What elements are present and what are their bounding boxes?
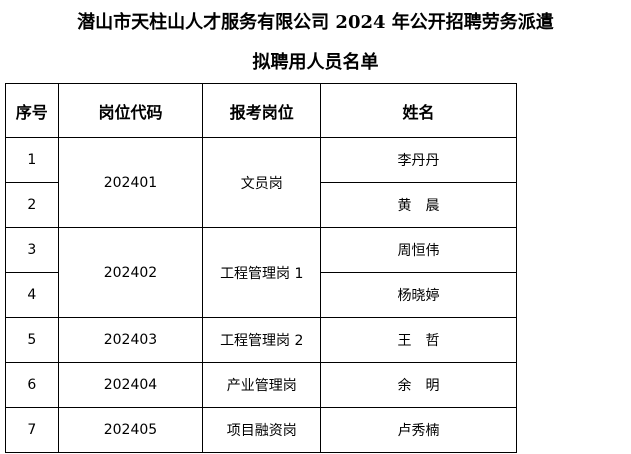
person-name: 李丹丹 [320, 137, 517, 183]
person-name: 卢秀楠 [320, 407, 517, 453]
table-row: 1 202401 文员岗 李丹丹 [5, 137, 517, 228]
position-name: 工程管理岗 1 [202, 227, 322, 318]
header-position: 报考岗位 [202, 83, 322, 138]
row-number: 7 [5, 407, 59, 453]
header-number: 序号 [5, 83, 59, 138]
row-number: 2 [5, 182, 59, 228]
position-name: 工程管理岗 2 [202, 317, 322, 363]
position-code: 202401 [57, 137, 204, 228]
document-title-line-1: 潜山市天柱山人才服务有限公司 2024 年公开招聘劳务派遣 [77, 12, 554, 33]
document-title-line-2: 拟聘用人员名单 [252, 52, 379, 73]
position-code: 202403 [57, 317, 204, 363]
position-code: 202402 [57, 227, 204, 318]
position-name: 项目融资岗 [202, 407, 322, 453]
person-name: 余 明 [320, 362, 517, 408]
table-row: 3 202402 工程管理岗 1 周恒伟 [5, 227, 517, 318]
person-name: 黄 晨 [320, 182, 517, 228]
person-name: 王 哲 [320, 317, 517, 363]
row-number: 3 [5, 227, 59, 273]
table-header-row: 序号 岗位代码 报考岗位 姓名 [5, 83, 517, 138]
position-name: 文员岗 [202, 137, 322, 228]
row-number: 6 [5, 362, 59, 408]
table-row: 5 202403 工程管理岗 2 王 哲 [5, 317, 517, 363]
position-name: 产业管理岗 [202, 362, 322, 408]
header-position-code: 岗位代码 [57, 83, 204, 138]
row-number: 1 [5, 137, 59, 183]
personnel-table: 序号 岗位代码 报考岗位 姓名 1 202401 文员岗 李丹丹 2 黄 晨 3… [5, 83, 517, 453]
person-name: 周恒伟 [320, 227, 517, 273]
position-code: 202404 [57, 362, 204, 408]
table-row: 7 202405 项目融资岗 卢秀楠 [5, 407, 517, 453]
row-number: 5 [5, 317, 59, 363]
row-number: 4 [5, 272, 59, 318]
header-name: 姓名 [320, 83, 517, 138]
position-code: 202405 [57, 407, 204, 453]
person-name: 杨晓婷 [320, 272, 517, 318]
table-row: 4 杨晓婷 [5, 272, 517, 318]
table-row: 6 202404 产业管理岗 余 明 [5, 362, 517, 408]
